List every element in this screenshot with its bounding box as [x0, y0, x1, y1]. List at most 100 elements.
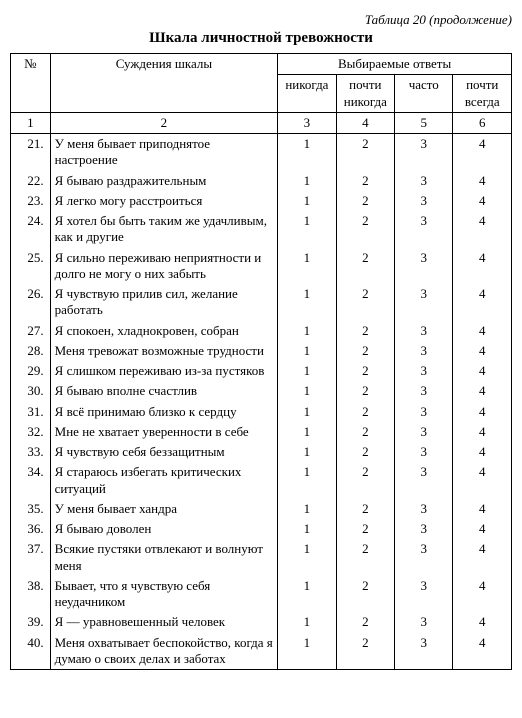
table-row: 22.Я бываю раздражительным1234 — [11, 171, 512, 191]
answer-never: 1 — [278, 612, 336, 632]
answer-often: 3 — [395, 519, 453, 539]
answer-never: 1 — [278, 191, 336, 211]
row-number: 21. — [11, 134, 51, 171]
answer-almost-never: 2 — [336, 321, 394, 341]
answer-often: 3 — [395, 402, 453, 422]
table-row: 36.Я бываю доволен1234 — [11, 519, 512, 539]
header-opt-often: часто — [395, 75, 453, 113]
answer-almost-never: 2 — [336, 381, 394, 401]
answer-almost-never: 2 — [336, 134, 394, 171]
answer-almost-never: 2 — [336, 462, 394, 499]
answer-often: 3 — [395, 171, 453, 191]
table-row: 27.Я спокоен, хладнокровен, собран1234 — [11, 321, 512, 341]
row-number: 32. — [11, 422, 51, 442]
answer-almost-never: 2 — [336, 284, 394, 321]
header-opt-almost-always: почти всегда — [453, 75, 512, 113]
row-text: Я спокоен, хладнокровен, собран — [50, 321, 278, 341]
table-row: 26.Я чувствую прилив сил, желание работа… — [11, 284, 512, 321]
answer-often: 3 — [395, 442, 453, 462]
answer-never: 1 — [278, 248, 336, 285]
table-row: 32.Мне не хватает уверенности в себе1234 — [11, 422, 512, 442]
row-number: 37. — [11, 539, 51, 576]
row-text: Я — уравновешенный человек — [50, 612, 278, 632]
answer-never: 1 — [278, 361, 336, 381]
row-number: 29. — [11, 361, 51, 381]
colnum-5: 5 — [395, 112, 453, 133]
answer-never: 1 — [278, 381, 336, 401]
answer-almost-always: 4 — [453, 442, 512, 462]
answer-never: 1 — [278, 402, 336, 422]
answer-almost-always: 4 — [453, 248, 512, 285]
answer-never: 1 — [278, 341, 336, 361]
colnum-2: 2 — [50, 112, 278, 133]
row-number: 26. — [11, 284, 51, 321]
answer-almost-always: 4 — [453, 402, 512, 422]
row-number: 25. — [11, 248, 51, 285]
answer-almost-never: 2 — [336, 539, 394, 576]
answer-never: 1 — [278, 519, 336, 539]
answer-almost-never: 2 — [336, 422, 394, 442]
table-row: 24.Я хотел бы быть таким же удачливым, к… — [11, 211, 512, 248]
table-title: Шкала личностной тревожности — [10, 30, 512, 47]
table-row: 37.Всякие пустяки отвлекают и волнуют ме… — [11, 539, 512, 576]
answer-almost-always: 4 — [453, 576, 512, 613]
row-number: 36. — [11, 519, 51, 539]
row-number: 35. — [11, 499, 51, 519]
answer-often: 3 — [395, 191, 453, 211]
table-row: 30.Я бываю вполне счастлив1234 — [11, 381, 512, 401]
answer-almost-never: 2 — [336, 442, 394, 462]
answer-never: 1 — [278, 633, 336, 670]
table-row: 28.Меня тревожат возможные трудности1234 — [11, 341, 512, 361]
answer-almost-always: 4 — [453, 191, 512, 211]
table-row: 23.Я легко могу расстроиться1234 — [11, 191, 512, 211]
row-text: Я бываю раздражительным — [50, 171, 278, 191]
answer-almost-always: 4 — [453, 422, 512, 442]
row-number: 40. — [11, 633, 51, 670]
row-number: 33. — [11, 442, 51, 462]
row-number: 24. — [11, 211, 51, 248]
answer-never: 1 — [278, 211, 336, 248]
answer-often: 3 — [395, 284, 453, 321]
answer-almost-never: 2 — [336, 171, 394, 191]
row-number: 34. — [11, 462, 51, 499]
row-number: 27. — [11, 321, 51, 341]
row-text: Мне не хватает уверенности в себе — [50, 422, 278, 442]
answer-never: 1 — [278, 442, 336, 462]
row-text: Бывает, что я чувствую себя неудачником — [50, 576, 278, 613]
row-text: Я всё принимаю близко к сердцу — [50, 402, 278, 422]
row-number: 31. — [11, 402, 51, 422]
answer-never: 1 — [278, 539, 336, 576]
answer-almost-always: 4 — [453, 462, 512, 499]
row-text: Я легко могу расстроиться — [50, 191, 278, 211]
header-answers-group: Выбираемые ответы — [278, 54, 512, 75]
answer-almost-always: 4 — [453, 612, 512, 632]
answer-almost-always: 4 — [453, 284, 512, 321]
row-number: 22. — [11, 171, 51, 191]
row-number: 23. — [11, 191, 51, 211]
header-opt-almost-never: почти никогда — [336, 75, 394, 113]
answer-often: 3 — [395, 422, 453, 442]
table-row: 33.Я чувствую себя безза­щитным1234 — [11, 442, 512, 462]
answer-often: 3 — [395, 499, 453, 519]
row-number: 38. — [11, 576, 51, 613]
table-row: 40.Меня охватывает беспокой­ство, когда … — [11, 633, 512, 670]
row-number: 39. — [11, 612, 51, 632]
answer-never: 1 — [278, 499, 336, 519]
answer-almost-always: 4 — [453, 499, 512, 519]
answer-almost-always: 4 — [453, 211, 512, 248]
answer-often: 3 — [395, 612, 453, 632]
answer-often: 3 — [395, 248, 453, 285]
row-text: Я сильно переживаю непри­ятности и долго… — [50, 248, 278, 285]
answer-almost-never: 2 — [336, 211, 394, 248]
row-text: Меня тревожат возможные трудности — [50, 341, 278, 361]
table-row: 35.У меня бывает хандра1234 — [11, 499, 512, 519]
answer-almost-never: 2 — [336, 499, 394, 519]
answer-often: 3 — [395, 633, 453, 670]
answer-often: 3 — [395, 381, 453, 401]
answer-almost-always: 4 — [453, 519, 512, 539]
answer-never: 1 — [278, 284, 336, 321]
row-number: 30. — [11, 381, 51, 401]
answer-almost-never: 2 — [336, 519, 394, 539]
row-number: 28. — [11, 341, 51, 361]
answer-often: 3 — [395, 361, 453, 381]
